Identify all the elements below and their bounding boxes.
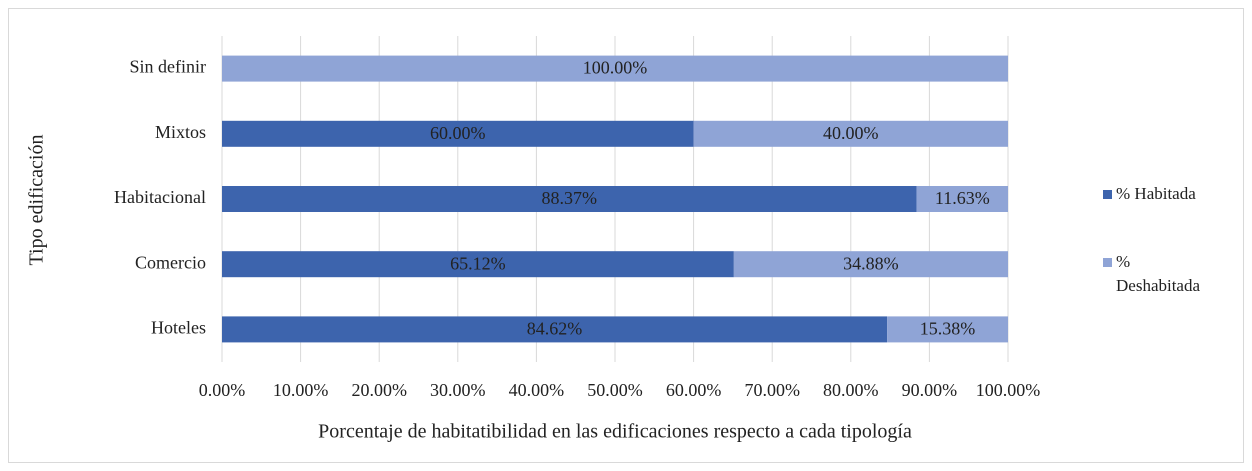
y-tick-label: Sin definir bbox=[130, 57, 207, 77]
legend-label: % Habitada bbox=[1116, 184, 1196, 203]
bar-segment bbox=[222, 55, 1008, 82]
y-tick-label: Mixtos bbox=[155, 122, 206, 142]
y-axis-title: Tipo edificación bbox=[26, 135, 48, 266]
data-label: 15.38% bbox=[920, 319, 976, 339]
data-label: 34.88% bbox=[843, 253, 899, 273]
data-label: 84.62% bbox=[527, 319, 583, 339]
y-tick-label: Hoteles bbox=[151, 318, 206, 338]
x-tick-label: 70.00% bbox=[744, 380, 800, 400]
x-tick-label: 40.00% bbox=[509, 380, 565, 400]
bar-segment bbox=[222, 186, 917, 212]
data-label: 40.00% bbox=[823, 123, 879, 143]
y-tick-label: Comercio bbox=[135, 252, 206, 272]
chart-border bbox=[8, 8, 1244, 463]
bar-segment bbox=[887, 316, 1008, 343]
y-tick-label: Habitacional bbox=[114, 187, 206, 207]
bar-segment bbox=[222, 120, 694, 147]
x-tick-label: 30.00% bbox=[430, 380, 486, 400]
data-label: 65.12% bbox=[450, 253, 506, 273]
legend-swatch bbox=[1103, 258, 1112, 267]
x-axis-title: Porcentaje de habitatibilidad en las edi… bbox=[318, 421, 912, 443]
x-tick-label: 10.00% bbox=[273, 380, 329, 400]
bar-segment bbox=[916, 186, 1008, 212]
x-tick-label: 80.00% bbox=[823, 380, 879, 400]
x-tick-label: 50.00% bbox=[587, 380, 643, 400]
data-label: 11.63% bbox=[935, 188, 990, 208]
bar-segment bbox=[222, 316, 888, 343]
x-tick-label: 90.00% bbox=[902, 380, 958, 400]
legend-item: % Habitada bbox=[1103, 182, 1213, 206]
data-label: 60.00% bbox=[430, 123, 486, 143]
bar-segment bbox=[733, 251, 1008, 278]
x-tick-label: 60.00% bbox=[666, 380, 722, 400]
legend-item: % Deshabitada bbox=[1103, 250, 1213, 298]
data-label: 100.00% bbox=[583, 58, 648, 78]
bar-segment bbox=[693, 120, 1008, 147]
data-label: 88.37% bbox=[542, 188, 598, 208]
x-tick-label: 100.00% bbox=[976, 380, 1041, 400]
legend-swatch bbox=[1103, 190, 1112, 199]
bar-segment bbox=[222, 251, 734, 278]
legend-label: % Deshabitada bbox=[1116, 252, 1201, 295]
x-tick-label: 0.00% bbox=[199, 380, 246, 400]
x-tick-label: 20.00% bbox=[351, 380, 407, 400]
